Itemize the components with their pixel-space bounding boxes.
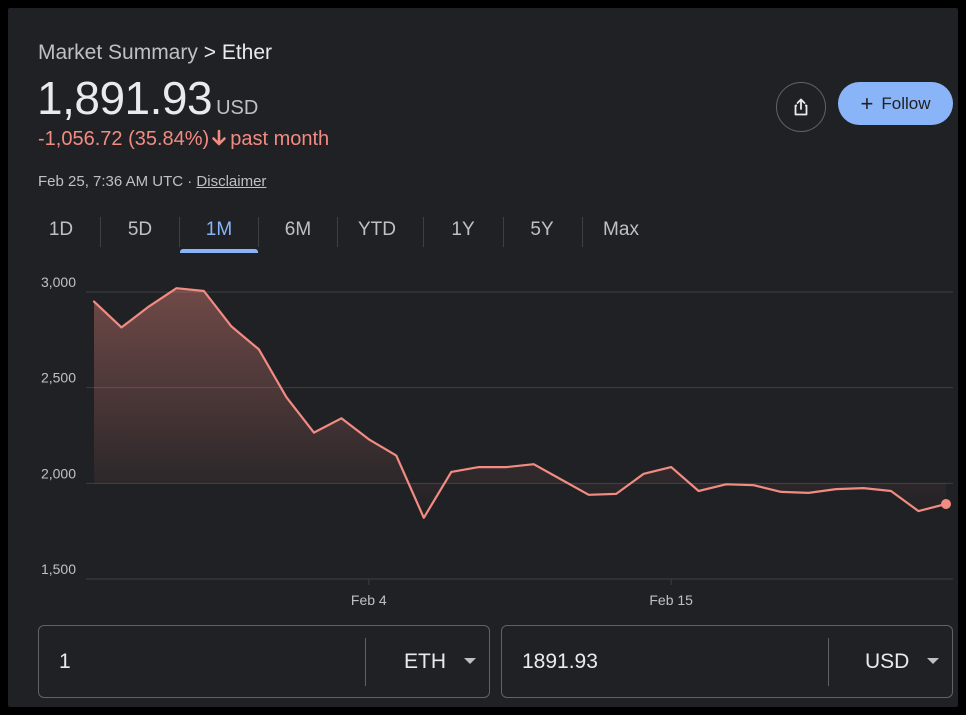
active-tab-indicator	[180, 249, 258, 253]
timestamp: Feb 25, 7:36 AM UTC	[38, 173, 184, 190]
price-row: 1,891.93 USD	[37, 72, 258, 124]
tab-label: YTD	[358, 219, 396, 240]
to-unit-label: USD	[865, 650, 910, 673]
tab-6m[interactable]: 6M	[259, 212, 337, 256]
tab-ytd[interactable]: YTD	[338, 212, 416, 256]
tab-5y[interactable]: 5Y	[503, 212, 581, 256]
meta-row: Feb 25, 7:36 AM UTC · Disclaimer	[38, 172, 266, 192]
share-icon	[794, 98, 808, 116]
tab-divider	[179, 217, 180, 247]
tab-divider	[503, 217, 504, 247]
share-button[interactable]	[776, 82, 826, 132]
disclaimer-link[interactable]: Disclaimer	[196, 173, 267, 190]
usd-amount-input[interactable]: 1891.93	[522, 650, 598, 673]
follow-label: Follow	[881, 93, 931, 113]
caret-down-icon	[464, 658, 476, 664]
tab-1m[interactable]: 1M	[180, 212, 258, 256]
follow-button[interactable]: + Follow	[838, 82, 953, 125]
tab-label: 5D	[127, 219, 153, 240]
from-unit-label: ETH	[404, 650, 446, 673]
tab-divider	[582, 217, 583, 247]
price-currency: USD	[216, 97, 259, 119]
tab-label: 1Y	[451, 219, 475, 240]
tab-label: Max	[603, 219, 639, 240]
tab-divider	[100, 217, 101, 247]
y-tick-label: 1,500	[41, 561, 76, 577]
converter-divider	[828, 638, 829, 686]
breadcrumb-current: Ether	[221, 41, 273, 64]
tab-label: 5Y	[530, 219, 554, 240]
price-chart[interactable]: 1,500 2,000 2,500 3,000 Feb 4 Feb 15	[8, 270, 958, 620]
to-unit-select[interactable]: USD	[865, 626, 940, 697]
eth-amount-input[interactable]: 1	[59, 650, 71, 673]
plus-icon: +	[860, 90, 874, 116]
converter-from: 1 ETH	[38, 625, 490, 698]
tab-1y[interactable]: 1Y	[424, 212, 502, 256]
market-summary-card: Market Summary > Ether 1,891.93 USD -1,05…	[8, 8, 958, 707]
price-change-period: past month	[230, 128, 330, 150]
breadcrumb-separator: >	[203, 41, 216, 64]
tab-divider	[258, 217, 259, 247]
caret-down-icon	[927, 658, 940, 664]
y-tick-label: 3,000	[41, 274, 76, 290]
y-tick-label: 2,500	[41, 370, 76, 386]
y-tick-label: 2,000	[41, 465, 76, 481]
price-line	[92, 287, 948, 519]
meta-separator: ·	[187, 173, 193, 190]
breadcrumb: Market Summary > Ether	[38, 40, 272, 66]
current-price: 1,891.93	[37, 72, 213, 124]
x-tick-label: Feb 4	[351, 592, 387, 608]
tab-divider	[337, 217, 338, 247]
tab-1d[interactable]: 1D	[22, 212, 100, 256]
tab-label: 1D	[48, 219, 74, 240]
tab-divider	[423, 217, 424, 247]
converter-divider	[365, 638, 366, 686]
converter-to: 1891.93 USD	[501, 625, 953, 698]
price-change: -1,056.72 (35.84%) past month	[38, 126, 329, 152]
current-price-dot	[941, 499, 951, 510]
price-change-value: -1,056.72 (35.84%)	[38, 128, 210, 150]
tab-5d[interactable]: 5D	[101, 212, 179, 256]
tab-max[interactable]: Max	[582, 212, 660, 256]
x-tick-label: Feb 15	[649, 592, 693, 608]
tab-label: 6M	[284, 219, 312, 240]
price-area-fill	[94, 288, 946, 518]
breadcrumb-market-summary[interactable]: Market Summary	[38, 41, 198, 64]
arrow-down-icon	[212, 129, 227, 146]
from-unit-select[interactable]: ETH	[404, 626, 476, 697]
tab-label: 1M	[205, 219, 233, 240]
